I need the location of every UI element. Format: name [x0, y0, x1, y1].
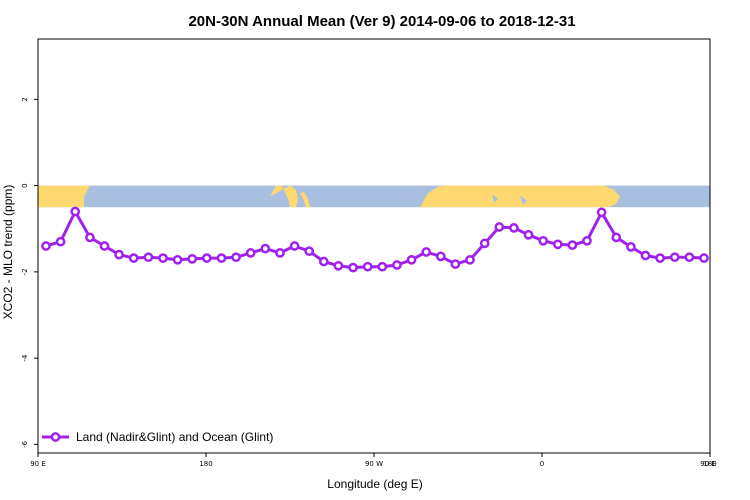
data-point: [626, 242, 636, 252]
legend-label: Land (Nadir&Glint) and Ocean (Glint): [76, 430, 273, 444]
data-point: [611, 232, 622, 243]
chart-title: 20N-30N Annual Mean (Ver 9) 2014-09-06 t…: [188, 13, 575, 30]
x-tick-label: 180: [703, 460, 716, 468]
data-point: [523, 229, 534, 240]
map-band: [38, 185, 710, 208]
data-point: [114, 249, 124, 260]
data-point: [128, 253, 139, 263]
data-point: [348, 262, 358, 273]
legend-marker: [50, 432, 61, 442]
data-point: [333, 260, 344, 271]
data-point: [158, 253, 168, 263]
data-point: [245, 248, 256, 258]
data-point: [70, 206, 81, 217]
data-point: [85, 232, 95, 243]
y-tick-label: 0: [21, 183, 29, 187]
series-layer: [41, 206, 709, 273]
y-tick-label: -4: [21, 354, 29, 362]
data-point: [172, 254, 183, 265]
data-point: [260, 243, 271, 254]
data-point: [509, 223, 519, 233]
data-point: [699, 253, 709, 263]
data-point: [684, 252, 695, 263]
data-point: [275, 248, 285, 258]
plot-frame: [37, 38, 711, 454]
data-point: [450, 259, 461, 269]
data-point: [655, 253, 665, 263]
y-axis-label: XCO2 - MLO trend (ppm): [1, 185, 15, 320]
data-point: [406, 254, 417, 265]
x-tick-label: 90 E: [30, 460, 46, 468]
data-point: [669, 252, 680, 263]
y-tick-label: -2: [21, 268, 29, 275]
data-point: [421, 247, 432, 257]
x-tick-label: 90 E: [700, 460, 716, 468]
data-point: [304, 246, 315, 257]
data-point: [318, 256, 329, 267]
x-tick-label: 90 W: [365, 460, 383, 468]
land-band: [38, 185, 620, 208]
data-point: [41, 241, 51, 251]
data-point: [538, 235, 549, 246]
data-point: [465, 254, 475, 265]
data-point: [567, 240, 578, 250]
data-point: [231, 252, 241, 263]
data-point: [435, 251, 446, 262]
data-point: [55, 236, 66, 247]
series-line: [45, 210, 705, 270]
data-point: [596, 207, 607, 218]
data-point: [377, 261, 388, 272]
x-axis-label: Longitude (deg E): [327, 477, 422, 491]
y-axis: 2 0 -2 -4 -6: [21, 97, 38, 448]
data-point: [494, 222, 505, 232]
data-point: [582, 235, 592, 246]
data-point: [289, 241, 300, 251]
data-point: [479, 238, 490, 249]
y-tick-label: -6: [21, 440, 29, 448]
data-point: [143, 252, 154, 263]
x-tick-label: 0: [540, 460, 544, 468]
data-point: [640, 250, 651, 261]
data-point: [362, 261, 373, 272]
y-tick-label: 2: [21, 97, 29, 101]
data-point: [201, 253, 212, 263]
legend: Land (Nadir&Glint) and Ocean (Glint): [42, 430, 273, 444]
data-point: [187, 254, 198, 264]
data-point: [216, 253, 227, 263]
x-tick-label: 180: [199, 460, 212, 468]
data-point: [99, 241, 110, 251]
data-point: [552, 239, 563, 250]
data-point: [392, 260, 402, 270]
